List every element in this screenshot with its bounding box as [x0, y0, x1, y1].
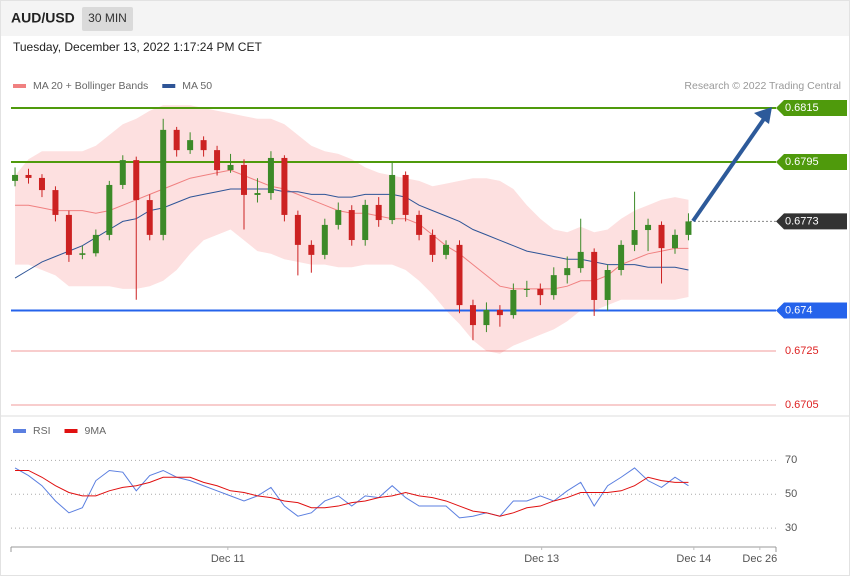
candle-body [214, 150, 221, 171]
candle-body [416, 214, 423, 235]
candle-body [133, 160, 140, 201]
candle-body [119, 160, 126, 185]
header-bar [1, 1, 849, 36]
candle-body [550, 275, 557, 296]
legend-label: MA 20 + Bollinger Bands [33, 80, 148, 92]
candle-body [173, 129, 180, 151]
level-label: 0.674 [785, 304, 813, 316]
candle-body [227, 164, 234, 171]
source: Research © 2022 Trading Central [684, 80, 841, 92]
candle-body [38, 177, 45, 191]
timestamp: Tuesday, December 13, 2022 1:17:24 PM CE… [13, 40, 262, 54]
level-label: 0.6773 [785, 215, 819, 227]
series-line [15, 469, 689, 517]
candle-body [658, 224, 665, 249]
y-tick-label: 50 [785, 488, 797, 500]
forecast-arrowhead [754, 107, 772, 124]
candle-body [389, 174, 396, 221]
candle-body [645, 224, 652, 231]
candle-body [604, 270, 611, 300]
candle-body [496, 309, 503, 316]
candle-body [671, 234, 678, 249]
candle-body [294, 214, 301, 245]
candle-body [92, 234, 99, 254]
legend-swatch [162, 84, 176, 88]
candle-body [469, 305, 476, 326]
candle-body [402, 174, 409, 215]
level-label: 0.6705 [785, 399, 819, 411]
level-tag [776, 302, 847, 319]
candle-body [685, 221, 692, 235]
candle-body [429, 234, 436, 255]
legend-label: MA 50 [182, 80, 212, 92]
candle-body [106, 184, 113, 235]
x-tick-label: Dec 11 [211, 553, 245, 565]
x-tick-label: Dec 26 [742, 553, 777, 565]
x-tick-label: Dec 14 [676, 553, 711, 565]
candle-body [308, 244, 315, 255]
candle-body [618, 244, 625, 270]
level-label: 0.6815 [785, 102, 819, 114]
timeframe[interactable]: 30 MIN [88, 11, 127, 25]
candle-body [321, 224, 328, 255]
candle-body [146, 200, 153, 235]
forecast-arrow [691, 114, 768, 223]
y-tick-label: 30 [785, 522, 797, 534]
candle-body [12, 174, 19, 181]
candle-body [254, 193, 261, 195]
candle-body [335, 210, 342, 225]
x-tick-label: Dec 13 [524, 553, 559, 565]
ma-line [14, 188, 689, 279]
candle-body [267, 157, 274, 194]
candle-body [577, 251, 584, 269]
candle-body [52, 190, 59, 215]
candle-body [200, 140, 207, 151]
candle-body [510, 289, 517, 316]
level-label: 0.6795 [785, 156, 819, 168]
candle-body [187, 140, 194, 151]
candle-body [537, 288, 544, 296]
candle-body [523, 288, 530, 290]
candle-body [631, 230, 638, 245]
candle-body [362, 204, 369, 241]
legend-label: RSI [33, 425, 51, 437]
legend-swatch [64, 429, 78, 433]
symbol: AUD/USD [11, 10, 75, 26]
candle-body [443, 244, 450, 255]
series-line [14, 467, 689, 519]
legend-swatch [13, 84, 26, 88]
candle-body [160, 129, 167, 235]
candle-body [348, 210, 355, 241]
candle-body [65, 214, 72, 255]
candle-body [79, 253, 86, 255]
legend-swatch [13, 429, 26, 433]
candle-body [456, 244, 463, 306]
candle-body [25, 174, 32, 178]
level-label: 0.6725 [785, 345, 819, 357]
candle-body [591, 251, 598, 300]
timeframe-box[interactable] [82, 7, 133, 31]
candle-body [241, 164, 248, 195]
level-tag [776, 100, 847, 116]
candle-body [483, 309, 490, 326]
candle-body [564, 268, 571, 276]
candle-body [375, 204, 382, 221]
y-tick-label: 70 [785, 454, 797, 466]
level-tag [776, 154, 847, 170]
level-tag [776, 213, 847, 230]
legend-label: 9MA [85, 425, 107, 437]
candle-body [281, 157, 288, 215]
